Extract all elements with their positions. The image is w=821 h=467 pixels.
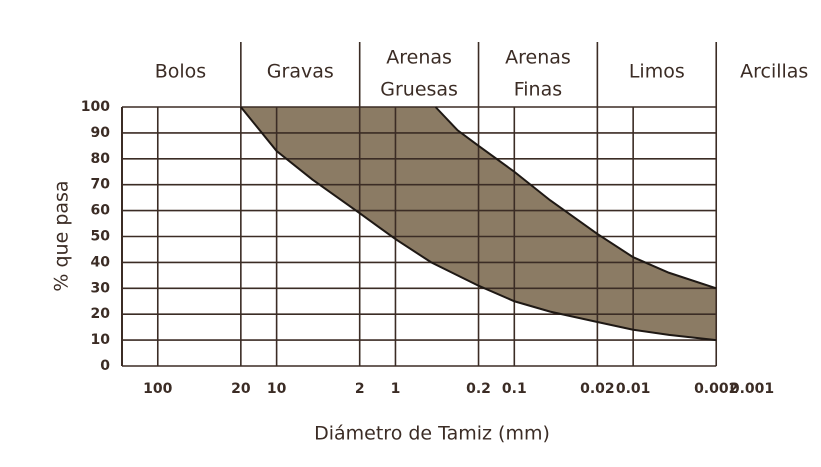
zone-label: Gruesas [380, 79, 458, 101]
x-tick-label: 0.02 [580, 381, 615, 397]
zone-label: Gravas [267, 61, 334, 83]
y-tick-label: 100 [81, 99, 110, 115]
band-edge [240, 106, 717, 342]
y-tick-label: 70 [91, 177, 111, 193]
zone-label: Arenas [505, 47, 571, 69]
y-tick-label: 0 [100, 358, 110, 374]
x-tick-label: 2 [355, 381, 365, 397]
y-tick-label: 90 [91, 125, 111, 141]
x-axis-label: Diámetro de Tamiz (mm) [314, 423, 550, 445]
y-tick-label: 50 [91, 229, 111, 245]
x-tick-label: 100 [143, 381, 172, 397]
x-tick-label: 0.002 [694, 381, 738, 397]
x-tick-label: 0.01 [616, 381, 651, 397]
x-tick-label: 10 [267, 381, 287, 397]
zone-label: Bolos [155, 61, 206, 83]
zone-label: Arenas [386, 47, 452, 69]
x-tick-label: 0.001 [730, 381, 774, 397]
x-tick-label: 0.1 [502, 381, 527, 397]
y-tick-label: 60 [91, 203, 111, 219]
x-tick-label: 1 [391, 381, 401, 397]
y-tick-label: 30 [91, 280, 111, 296]
y-axis-label: % que pasa [51, 180, 73, 291]
y-tick-label: 20 [91, 306, 111, 322]
zone-label: Finas [514, 79, 562, 101]
y-tick-label: 40 [91, 254, 111, 270]
band-edge [434, 106, 717, 290]
zone-label: Limos [629, 61, 685, 83]
x-tick-label: 0.2 [466, 381, 491, 397]
zone-label: Arcillas [740, 61, 808, 83]
y-tick-label: 80 [91, 151, 111, 167]
x-tick-label: 20 [231, 381, 251, 397]
y-tick-label: 10 [91, 332, 111, 348]
